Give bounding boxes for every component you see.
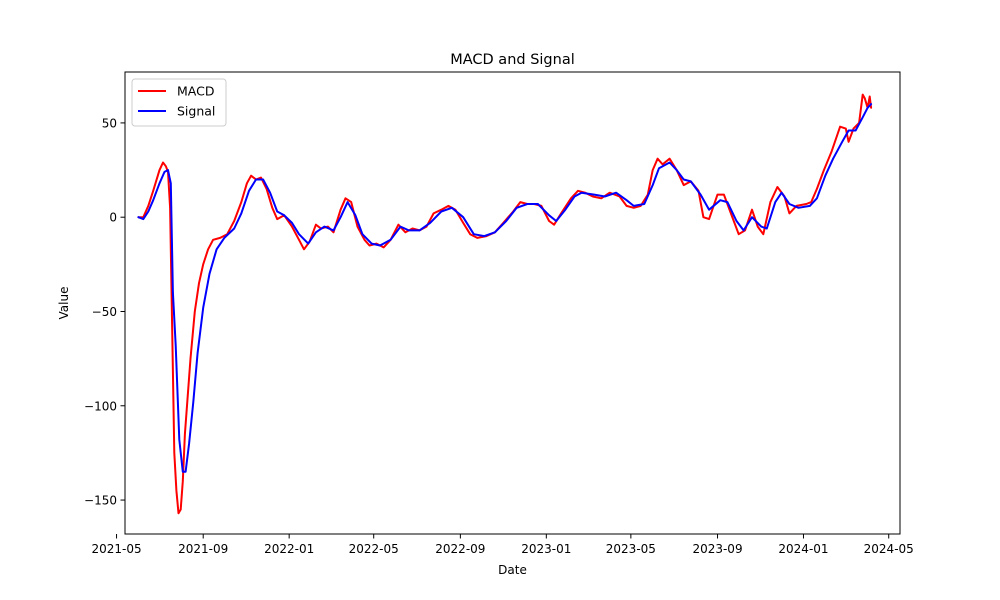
- y-axis-label: Value: [57, 287, 71, 320]
- chart-title: MACD and Signal: [450, 52, 575, 68]
- x-tick-label: 2024-05: [864, 542, 914, 556]
- series-line-macd: [137, 93, 873, 515]
- x-axis: 2021-05 2021-09 2022-01 2022-05 2022-09 2023-…: [91, 534, 914, 556]
- x-tick-label: 2021-09: [178, 542, 228, 556]
- series-line-signal: [137, 103, 873, 473]
- y-tick-label: −100: [84, 399, 117, 413]
- legend: MACD Signal: [131, 78, 227, 127]
- plot-area-frame: [124, 71, 901, 535]
- y-tick-label: 0: [109, 211, 117, 225]
- plot-lines: [137, 93, 873, 515]
- x-tick-label: 2022-09: [435, 542, 485, 556]
- x-tick-label: 2023-01: [521, 542, 571, 556]
- y-tick-label: 50: [102, 116, 117, 130]
- legend-label-signal: Signal: [177, 104, 215, 119]
- x-axis-label: Date: [498, 563, 527, 577]
- x-tick-label: 2023-05: [606, 542, 656, 556]
- x-tick-label: 2024-01: [778, 542, 828, 556]
- x-tick-label: 2022-05: [349, 542, 399, 556]
- y-tick-label: −150: [84, 494, 117, 508]
- x-tick-label: 2021-05: [91, 542, 141, 556]
- y-axis: −150 −100 −50 0 50: [84, 116, 125, 508]
- x-tick-label: 2023-09: [692, 542, 742, 556]
- x-tick-label: 2022-01: [264, 542, 314, 556]
- legend-label-macd: MACD: [177, 84, 214, 99]
- y-tick-label: −50: [92, 305, 117, 319]
